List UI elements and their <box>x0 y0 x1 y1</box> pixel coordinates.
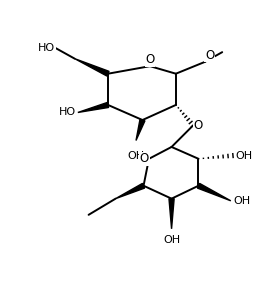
Polygon shape <box>116 183 145 199</box>
Text: OH: OH <box>233 196 250 206</box>
Text: O: O <box>193 119 202 132</box>
Text: O: O <box>140 152 149 165</box>
Polygon shape <box>136 119 145 141</box>
Text: O: O <box>205 49 214 62</box>
Text: O: O <box>145 53 155 66</box>
Text: OH: OH <box>235 150 252 161</box>
Polygon shape <box>75 58 109 76</box>
Polygon shape <box>78 102 109 113</box>
Text: OH: OH <box>127 151 145 161</box>
Polygon shape <box>197 183 231 201</box>
Text: OH: OH <box>163 235 180 245</box>
Text: HO: HO <box>59 107 76 118</box>
Polygon shape <box>169 199 174 229</box>
Text: HO: HO <box>38 43 55 53</box>
